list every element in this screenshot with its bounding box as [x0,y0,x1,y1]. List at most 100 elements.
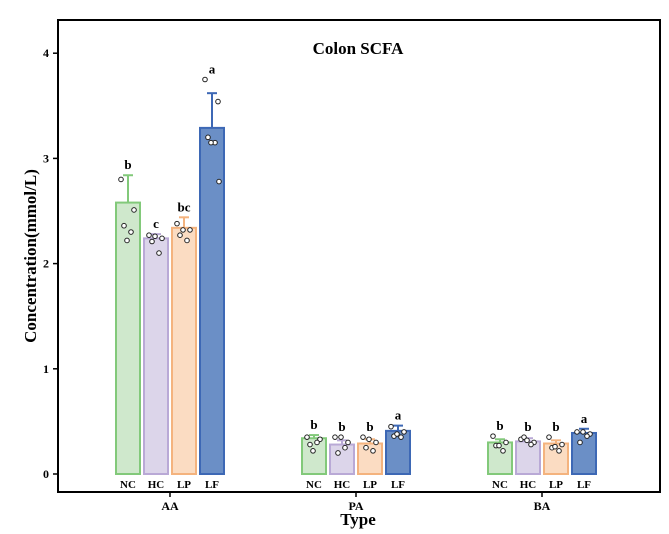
data-point [366,436,372,443]
data-point [314,439,320,446]
bar [571,431,597,475]
group-label: HC [148,479,165,491]
y-tick-label: 4 [43,46,49,60]
data-point [577,439,583,446]
bar [385,429,411,476]
y-tick-label: 1 [43,362,49,376]
group-label: LF [577,479,591,491]
data-point [398,434,404,440]
data-point [528,441,534,448]
significance-label: a [581,411,588,426]
data-point [174,220,180,227]
y-axis-label: Concentration(mmol/L) [21,169,40,343]
data-point [503,439,509,446]
group-label: LP [549,479,563,491]
bar [115,201,141,475]
bars: b NC c HC bc LP a LF b NC b HC b LP a LF b NC b HC b LP a LF [115,62,597,491]
data-point [307,441,313,448]
x-tick-label: BA [534,499,551,513]
data-point [208,139,214,146]
significance-label: b [524,419,531,434]
data-point [131,207,137,213]
bar [301,437,327,475]
chart-title: Colon SCFA [313,39,405,58]
significance-label: b [366,419,373,434]
data-point [149,238,155,245]
data-point [202,76,208,83]
bar [199,126,225,475]
group-label: LF [391,479,405,491]
data-point [338,434,344,440]
group-label: LF [205,479,219,491]
group-label: NC [492,479,508,491]
data-point [180,227,186,233]
data-point [552,443,558,450]
significance-label: b [338,419,345,434]
x-tick-label: PA [348,499,363,513]
data-point [156,250,162,256]
group-label: HC [334,479,351,491]
data-point [121,222,127,229]
significance-label: b [124,157,131,172]
data-point [500,448,506,454]
data-point [187,227,193,233]
data-point [345,439,351,446]
group-label: NC [306,479,322,491]
significance-label: a [395,408,402,423]
group-label: LP [177,479,191,491]
data-point [332,434,338,440]
group-label: HC [520,479,537,491]
plot-frame [57,19,661,493]
significance-label: b [496,418,503,433]
group-label: NC [120,479,136,491]
significance-label: b [552,419,559,434]
data-point [370,448,376,454]
data-point [128,229,134,235]
y-tick-label: 3 [43,151,49,165]
bar [515,440,541,475]
data-point [304,434,310,440]
data-point [373,439,379,446]
data-point [490,433,496,439]
data-point [363,444,369,451]
data-point [152,233,158,240]
x-ticks: AA PA BA [161,492,551,513]
data-point [546,434,552,440]
data-point [124,237,130,244]
significance-label: c [153,216,159,231]
y-ticks: 0 1 2 3 4 [43,46,58,481]
data-point [580,429,586,435]
data-point [360,434,366,440]
significance-label: b [310,417,317,432]
significance-label: a [209,62,216,77]
data-point [574,429,580,435]
bar [357,442,383,476]
significance-label: bc [178,199,191,214]
data-point [205,134,211,141]
data-point [216,178,222,185]
data-point [215,98,221,105]
data-point [159,235,165,242]
group-label: LP [363,479,377,491]
data-point [401,429,407,435]
data-point [184,237,190,244]
bar [143,237,169,475]
x-axis-label: Type [340,510,376,529]
data-point [559,441,565,448]
y-tick-label: 2 [43,257,49,271]
data-point [335,450,341,456]
data-point [342,444,348,451]
data-point [394,431,400,437]
data-point [146,232,152,238]
bar [329,443,355,476]
data-point [388,423,394,430]
data-point [496,442,502,449]
data-point [524,437,530,444]
bar [171,226,197,475]
data-point [584,433,590,439]
data-point [310,448,316,454]
y-tick-label: 0 [43,467,49,481]
data-point [177,232,183,238]
